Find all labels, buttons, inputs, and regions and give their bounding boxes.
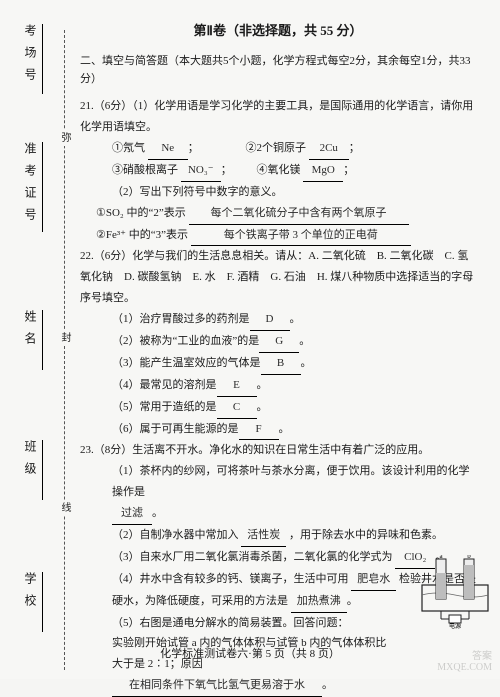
q22-i4-answer: E [217,375,257,397]
page-footer: 化学标准测试卷六·第 5 页（共 8 页） [0,645,500,661]
label-admit-no: 准考证号 [22,142,39,230]
label-school: 学校 [22,572,39,616]
electrolysis-diagram: a b 电源 [416,555,494,629]
label-exam-no: 考场号 [22,24,39,90]
q22-head: 22.（6分）化学与我们的生活息息相关。请从：A. 二氧化硫 B. 二氧化碳 C… [80,246,476,309]
q22-i5-label: （5）常用于造纸的是 [112,401,217,413]
stitch-line [64,30,65,670]
question-21: 21.（6分）（1）化学用语是学习化学的主要工具，是国际通用的化学语言，请你用化… [80,96,476,246]
svg-text:b: b [467,555,471,560]
q23-i5-body: 实验刚开始试管 a 内的气体体积与试管 b 内的气体体积比大于是 2∶1；原因 … [80,633,476,697]
q22-i3-answer: B [261,353,301,375]
q21-item-1-2: ①氖气 Ne； ②2个铜原子 2Cu； [80,138,476,160]
q23-i4b-answer: 加热煮沸 [291,591,347,613]
q21-part2-head: （2）写出下列符号中数字的意义。 [80,182,476,203]
line-admit-no [42,142,43,232]
q23-i1-answer: 过滤 [112,503,152,525]
q21-i2-label: ②2个铜原子 [246,142,307,154]
label-name: 姓名 [22,310,39,354]
watermark: 答案 MXQE.COM [437,651,492,673]
question-22: 22.（6分）化学与我们的生活息息相关。请从：A. 二氧化硫 B. 二氧化碳 C… [80,246,476,440]
q21-i4-answer: MgO [303,160,343,182]
q23-i3-label: （3）自来水厂用二氧化氯消毒杀菌，二氧化氯的化学式为 [112,551,393,563]
q22-i3-label: （3）能产生温室效应的气体是 [112,357,261,369]
q21-i3-label: ③硝酸根离子 [112,164,178,176]
q22-i2-answer: G [259,331,299,353]
q22-i6-label: （6）属于可再生能源的是 [112,423,239,435]
line-school [42,572,43,632]
q23-i2: （2）自制净水器中常加入 活性炭 ，用于除去水中的异味和色素。 [80,525,476,547]
q22-i4-label: （4）最常见的溶剂是 [112,379,217,391]
q21-head: 21.（6分）（1）化学用语是学习化学的主要工具，是国际通用的化学语言，请你用化… [80,96,476,138]
q22-i6-answer: F [239,419,279,441]
line-exam-no [42,24,43,94]
line-name [42,310,43,370]
q22-i1-label: （1）治疗胃酸过多的药剂是 [112,313,250,325]
label-class: 班级 [22,440,39,484]
q21-p2b-label: ②Fe³⁺ 中的“3”表示 [96,229,188,241]
q23-i4-label: （4）井水中含有较多的钙、镁离子，生活中可用 [112,573,349,585]
q23-i1-label: （1）茶杯内的纱网，可将茶叶与茶水分离，便于饮用。该设计利用的化学操作是 [112,465,470,498]
q23-i2-answer: 活性炭 [241,525,286,547]
q21-i3-answer: NO₃⁻ [181,160,221,182]
q21-p2a-label: ①SO₂ 中的“2”表示 [96,207,186,219]
q21-p2b: ②Fe³⁺ 中的“3”表示 每个铁离子带 3 个单位的正电荷 [80,225,476,247]
stitch-label-a: 弥 [57,130,72,146]
q21-i1-label: ①氖气 [112,142,145,154]
part-title: 第Ⅱ卷（非选择题，共 55 分） [80,20,476,39]
q23-i2-tail: ，用于除去水中的异味和色素。 [289,529,443,541]
q21-p2b-answer: 每个铁离子带 3 个单位的正电荷 [191,225,411,247]
q21-item-3-4: ③硝酸根离子 NO₃⁻； ④氧化镁 MgO； [80,160,476,182]
q23-i2-label: （2）自制净水器中常加入 [112,529,239,541]
stitch-label-c: 线 [57,500,72,516]
q21-p2a-answer: 每个二氧化硫分子中含有两个氧原子 [189,203,409,225]
stitch-label-b: 封 [57,330,72,346]
q23-i1: （1）茶杯内的纱网，可将茶叶与茶水分离，便于饮用。该设计利用的化学操作是 [80,461,476,503]
svg-text:电源: 电源 [449,622,461,629]
watermark-l1: 答案 [437,651,492,662]
q23-i5-answer: 在相同条件下氧气比氢气更易溶于水 [112,675,322,697]
line-class [42,440,43,500]
q23-head: 23.（8分）生活离不开水。净化水的知识在日常生活中有着广泛的应用。 [80,440,476,461]
page: 考场号 准考证号 姓名 班级 学校 弥 封 线 第Ⅱ卷（非选择题，共 55 分）… [0,0,500,679]
q22-i1-answer: D [250,309,290,331]
watermark-l2: MXQE.COM [437,662,492,673]
section-head: 二、填空与简答题（本大题共5个小题，化学方程式每空2分，其余每空1分，共33分） [80,53,476,88]
q23-i4a-answer: 肥皂水 [351,569,396,591]
q21-i1-answer: Ne [148,138,188,160]
q22-i5-answer: C [217,397,257,419]
q21-i2-answer: 2Cu [309,138,349,160]
binding-column: 考场号 准考证号 姓名 班级 学校 弥 封 线 [8,20,68,660]
q21-p2a: ①SO₂ 中的“2”表示 每个二氧化硫分子中含有两个氧原子 [80,203,476,225]
q22-i2-label: （2）被称为“工业的血液”的是 [112,335,259,347]
q21-i4-label: ④氧化镁 [257,164,301,176]
